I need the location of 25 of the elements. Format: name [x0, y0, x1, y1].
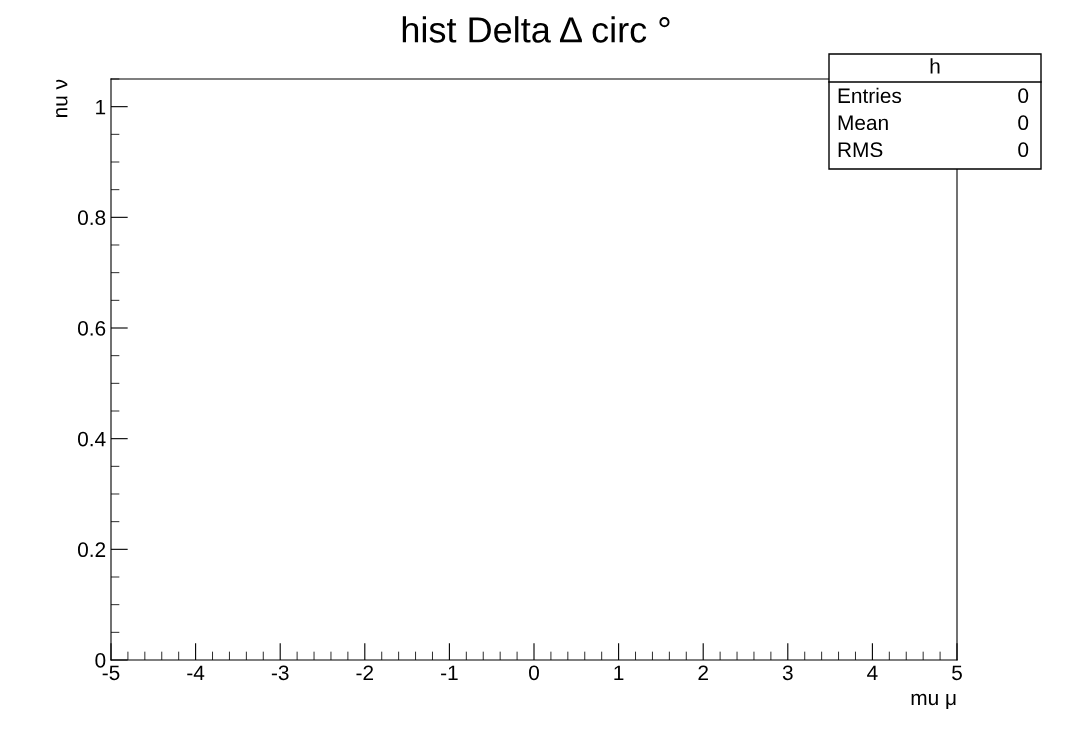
y-tick-label: 1: [96, 99, 106, 115]
y-tick-label: 0.6: [77, 321, 106, 336]
annotation: Mean: [838, 115, 888, 131]
x-tick-label: 5: [952, 665, 962, 681]
y-axis-title: nu ν: [56, 79, 68, 117]
y-tick-label: 0.2: [77, 542, 106, 558]
x-tick-label: 1: [614, 665, 624, 680]
text: h: [930, 58, 940, 74]
x-tick-label: -3: [271, 665, 289, 681]
chart-title: hist Delta Δ circ °: [402, 16, 670, 43]
annotation: Entries: [838, 87, 902, 104]
x-axis-title: mu μ: [911, 693, 956, 709]
x-tick-label: -4: [187, 665, 205, 680]
text: 0: [1018, 88, 1029, 104]
x-tick-label: 4: [867, 665, 878, 680]
text: 0: [1018, 142, 1029, 158]
x-tick-label: 3: [782, 665, 793, 681]
y-tick-label: 0.4: [77, 431, 106, 447]
x-tick-label: -1: [441, 665, 458, 680]
x-tick-label: -2: [356, 665, 374, 680]
x-tick-label: 2: [698, 665, 708, 680]
y-tick-label: 0.8: [77, 210, 106, 226]
x-tick-label: 0: [529, 665, 539, 681]
annotation: RMS: [838, 142, 883, 158]
text: 0: [1018, 115, 1029, 131]
